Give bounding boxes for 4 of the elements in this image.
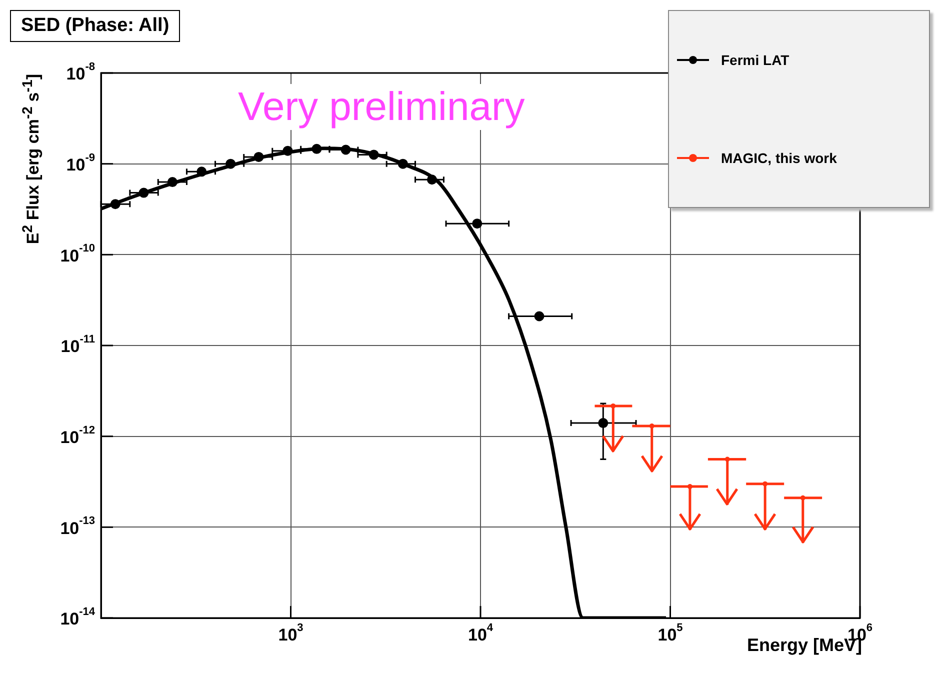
legend-label: Fermi LAT [721, 52, 790, 68]
annotation: Very preliminary [238, 84, 525, 130]
legend-label: MAGIC, this work [721, 150, 837, 166]
chart-title: SED (Phase: All) [10, 10, 180, 42]
